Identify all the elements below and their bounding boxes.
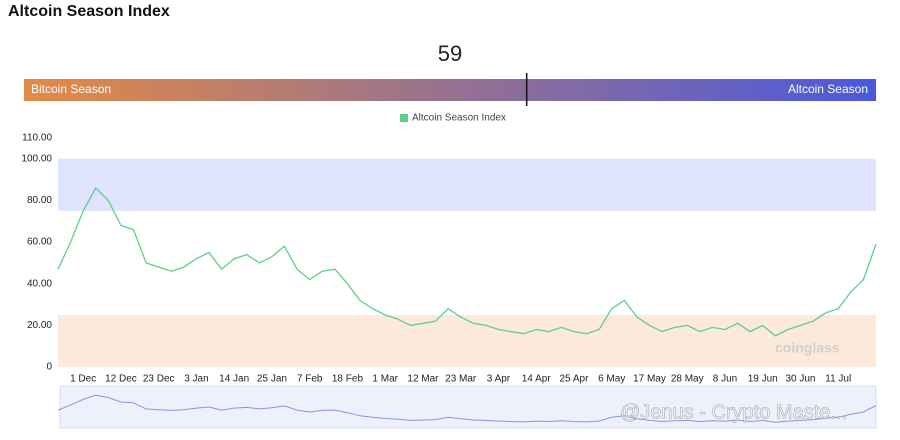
y-tick-label: 40.00 [27, 278, 52, 289]
legend-swatch [400, 114, 408, 122]
y-tick-label: 110.00 [22, 133, 52, 144]
x-tick-label: 19 Jun [748, 374, 778, 385]
watermark: coinglass [775, 340, 840, 356]
x-tick-label: 1 Mar [372, 374, 398, 385]
x-tick-label: 17 May [633, 374, 666, 385]
y-tick-label: 80.00 [27, 195, 52, 206]
page-title: Altcoin Season Index [8, 3, 170, 20]
zone-band [58, 314, 876, 367]
series-line [57, 186, 877, 337]
gauge-bar [24, 79, 876, 101]
x-tick-label: 3 Apr [487, 374, 511, 385]
x-tick-label: 23 Dec [143, 374, 175, 385]
y-tick-label: 0 [46, 362, 52, 373]
x-tick-label: 23 Mar [445, 374, 477, 385]
x-tick-label: 11 Jul [825, 374, 851, 385]
gauge-right-label: Altcoin Season [788, 82, 868, 96]
x-tick-label: 25 Apr [560, 374, 590, 385]
x-tick-label: 3 Jan [184, 374, 208, 385]
x-tick-label: 12 Dec [105, 374, 137, 385]
x-tick-label: 30 Jun [785, 374, 815, 385]
y-tick-label: 100.00 [21, 153, 52, 164]
x-tick-label: 28 May [671, 374, 704, 385]
x-tick-label: 8 Jun [713, 374, 737, 385]
watermark: @Jenus - Crypto Maste... [620, 401, 847, 423]
x-tick-label: 6 May [598, 374, 625, 385]
x-tick-label: 25 Jan [257, 374, 287, 385]
navigator-frame [59, 385, 877, 429]
zone-band [58, 158, 876, 211]
y-tick-label: 20.00 [27, 320, 52, 331]
x-tick-label: 14 Apr [522, 374, 552, 385]
y-tick-label: 60.00 [27, 237, 52, 248]
gauge-value: 59 [438, 41, 462, 66]
x-tick-label: 14 Jan [219, 374, 249, 385]
x-tick-label: 18 Feb [332, 374, 364, 385]
x-tick-label: 1 Dec [70, 374, 96, 385]
x-tick-label: 12 Mar [407, 374, 439, 385]
gauge-left-label: Bitcoin Season [31, 82, 111, 96]
legend-label: Altcoin Season Index [412, 113, 506, 124]
x-tick-label: 7 Feb [297, 374, 323, 385]
navigator-line [57, 394, 877, 423]
